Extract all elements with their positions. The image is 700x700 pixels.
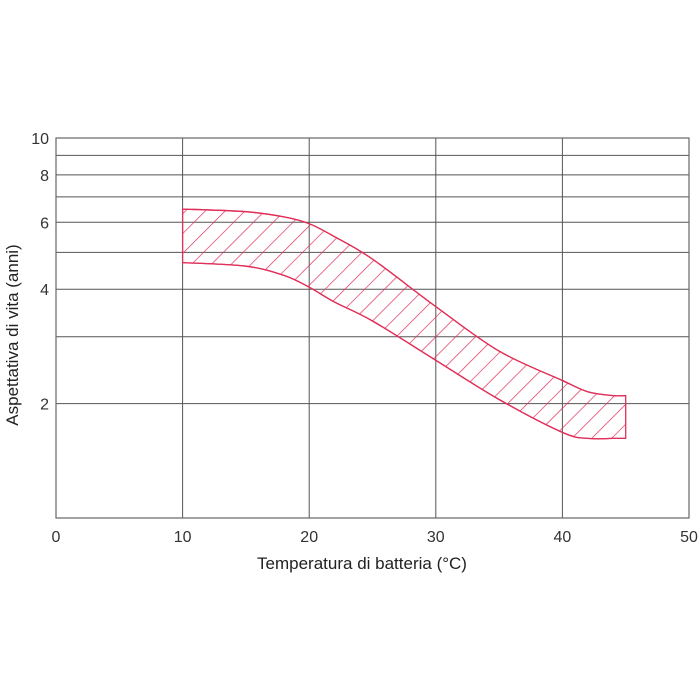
plot-area xyxy=(56,138,689,518)
x-tick-label: 10 xyxy=(174,529,192,546)
band-hatch-fill xyxy=(182,209,626,439)
y-tick-label: 2 xyxy=(40,397,49,414)
y-tick-label: 10 xyxy=(31,131,49,148)
x-tick-label: 50 xyxy=(680,529,698,546)
x-tick-label: 20 xyxy=(300,529,318,546)
lower-bound-line xyxy=(182,261,626,440)
life-expectancy-band xyxy=(181,208,627,440)
y-tick-label: 8 xyxy=(40,168,49,185)
x-tick-label: 0 xyxy=(52,529,61,546)
x-gridlines xyxy=(182,138,563,518)
x-tick-label: 40 xyxy=(554,529,572,546)
upper-bound-line xyxy=(182,208,626,397)
x-tick-labels: 0 10 20 30 40 50 xyxy=(52,529,698,546)
y-axis-label: Aspettativa di vita (anni) xyxy=(3,244,22,425)
x-tick-label: 30 xyxy=(427,529,445,546)
y-tick-label: 6 xyxy=(40,215,49,232)
y-tick-labels: 2 4 6 8 10 xyxy=(31,131,49,414)
plot-frame xyxy=(55,137,690,519)
y-tick-label: 4 xyxy=(40,282,49,299)
x-axis-label: Temperatura di batteria (°C) xyxy=(257,554,467,573)
